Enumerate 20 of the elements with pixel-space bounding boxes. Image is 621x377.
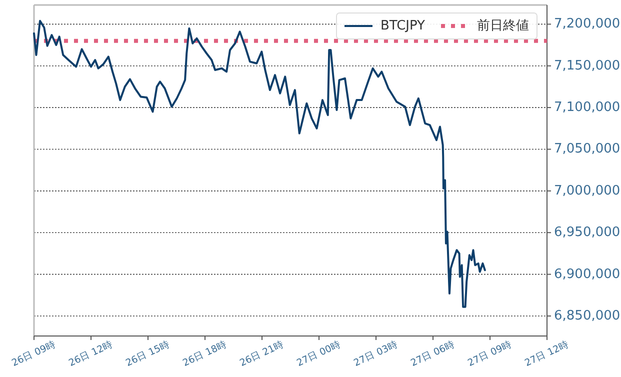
x-tick-label: 26日 09時	[10, 338, 58, 369]
y-tick-label: 6,850,000	[554, 308, 620, 324]
y-tick-label: 7,150,000	[554, 58, 620, 74]
y-tick-label: 7,000,000	[554, 183, 620, 198]
y-tick-label: 7,100,000	[554, 100, 620, 116]
y-tick-label: 6,950,000	[554, 225, 620, 240]
x-tick-label: 26日 21時	[238, 338, 286, 369]
x-tick-label: 26日 12時	[66, 338, 115, 369]
x-tick-label: 27日 00時	[294, 338, 343, 369]
y-tick-label: 7,050,000	[554, 142, 620, 157]
legend-label: BTCJPY	[380, 18, 426, 34]
x-tick-label: 26日 18時	[180, 338, 229, 369]
x-tick-label: 27日 09時	[466, 338, 514, 369]
x-tick-label: 27日 06時	[408, 338, 457, 369]
x-tick-label: 27日 03時	[352, 338, 400, 369]
x-tick-label: 26日 15時	[124, 338, 172, 369]
legend-label: 前日終値	[477, 18, 529, 34]
y-tick-label: 6,900,000	[554, 266, 620, 282]
x-tick-label: 27日 12時	[522, 338, 571, 369]
y-tick-label: 7,200,000	[554, 16, 620, 32]
